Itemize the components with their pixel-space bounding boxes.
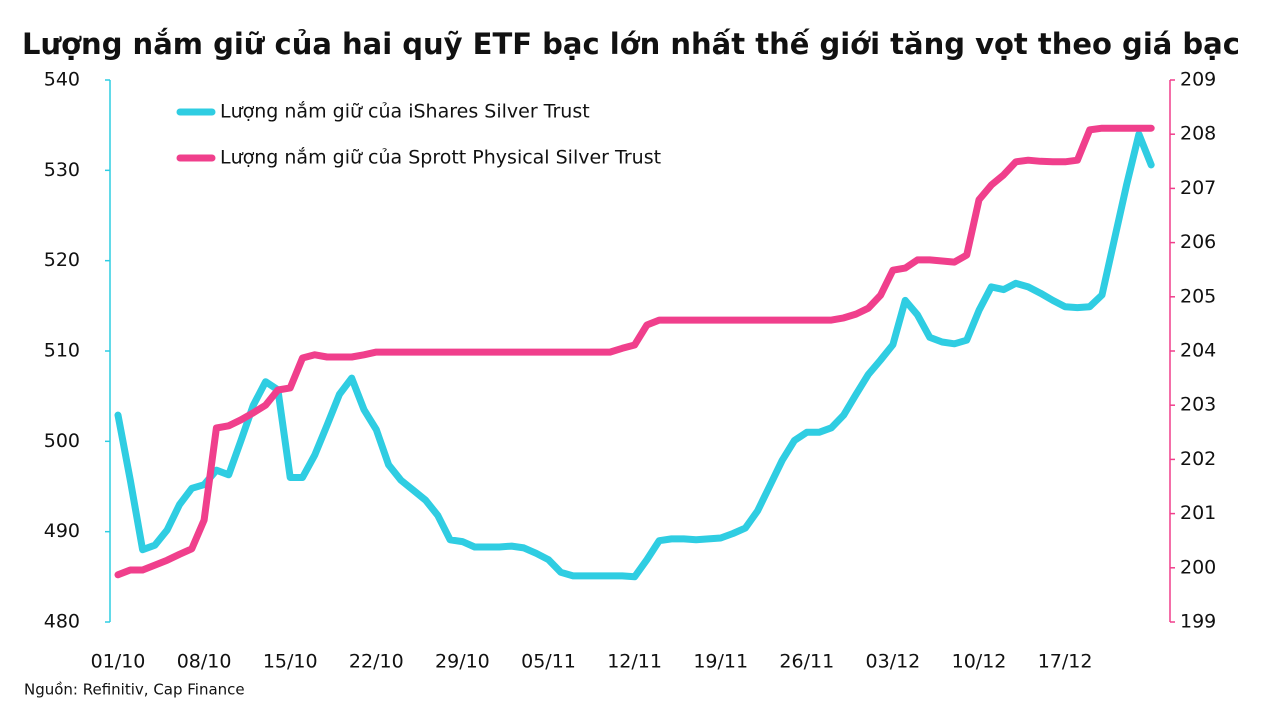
- y2-tick-label: 202: [1180, 448, 1216, 470]
- chart-title: Lượng nắm giữ của hai quỹ ETF bạc lớn nh…: [22, 27, 1240, 61]
- source: Nguồn: Refinitiv, Cap Finance: [24, 681, 245, 699]
- y-tick-label: 480: [44, 611, 80, 633]
- y2-tick-label: 201: [1180, 502, 1216, 524]
- y-tick-label: 520: [44, 249, 80, 271]
- series-line: [114, 124, 1155, 579]
- x-tick-label: 08/10: [177, 651, 232, 673]
- y-tick-label: 540: [44, 69, 80, 91]
- x-tick-label: 05/11: [521, 651, 576, 673]
- x-tick-label: 03/12: [866, 651, 921, 673]
- y2-tick-label: 206: [1180, 231, 1216, 253]
- y2-tick-label: 205: [1180, 285, 1216, 307]
- x-tick-label: 15/10: [263, 651, 318, 673]
- y2-tick-label: 207: [1180, 177, 1216, 199]
- x-tick-label: 12/11: [607, 651, 662, 673]
- x-tick-label: 19/11: [693, 651, 748, 673]
- x-tick-label: 01/10: [91, 651, 146, 673]
- y2-tick-label: 200: [1180, 556, 1216, 578]
- series-line: [114, 130, 1155, 581]
- x-tick-label: 26/11: [779, 651, 834, 673]
- x-tick-label: 29/10: [435, 651, 490, 673]
- y-tick-label: 510: [44, 340, 80, 362]
- legend-label: Lượng nắm giữ của iShares Silver Trust: [220, 100, 590, 123]
- y2-tick-label: 209: [1180, 69, 1216, 91]
- x-tick-label: 10/12: [952, 651, 1007, 673]
- y2-tick-label: 204: [1180, 340, 1216, 362]
- y-tick-label: 530: [44, 159, 80, 181]
- y2-tick-label: 208: [1180, 123, 1216, 145]
- y-tick-label: 490: [44, 520, 80, 542]
- x-tick-label: 17/12: [1038, 651, 1093, 673]
- y-tick-label: 500: [44, 430, 80, 452]
- y2-tick-label: 199: [1180, 611, 1216, 633]
- y2-tick-label: 203: [1180, 394, 1216, 416]
- legend-label: Lượng nắm giữ của Sprott Physical Silver…: [220, 146, 661, 169]
- x-tick-label: 22/10: [349, 651, 404, 673]
